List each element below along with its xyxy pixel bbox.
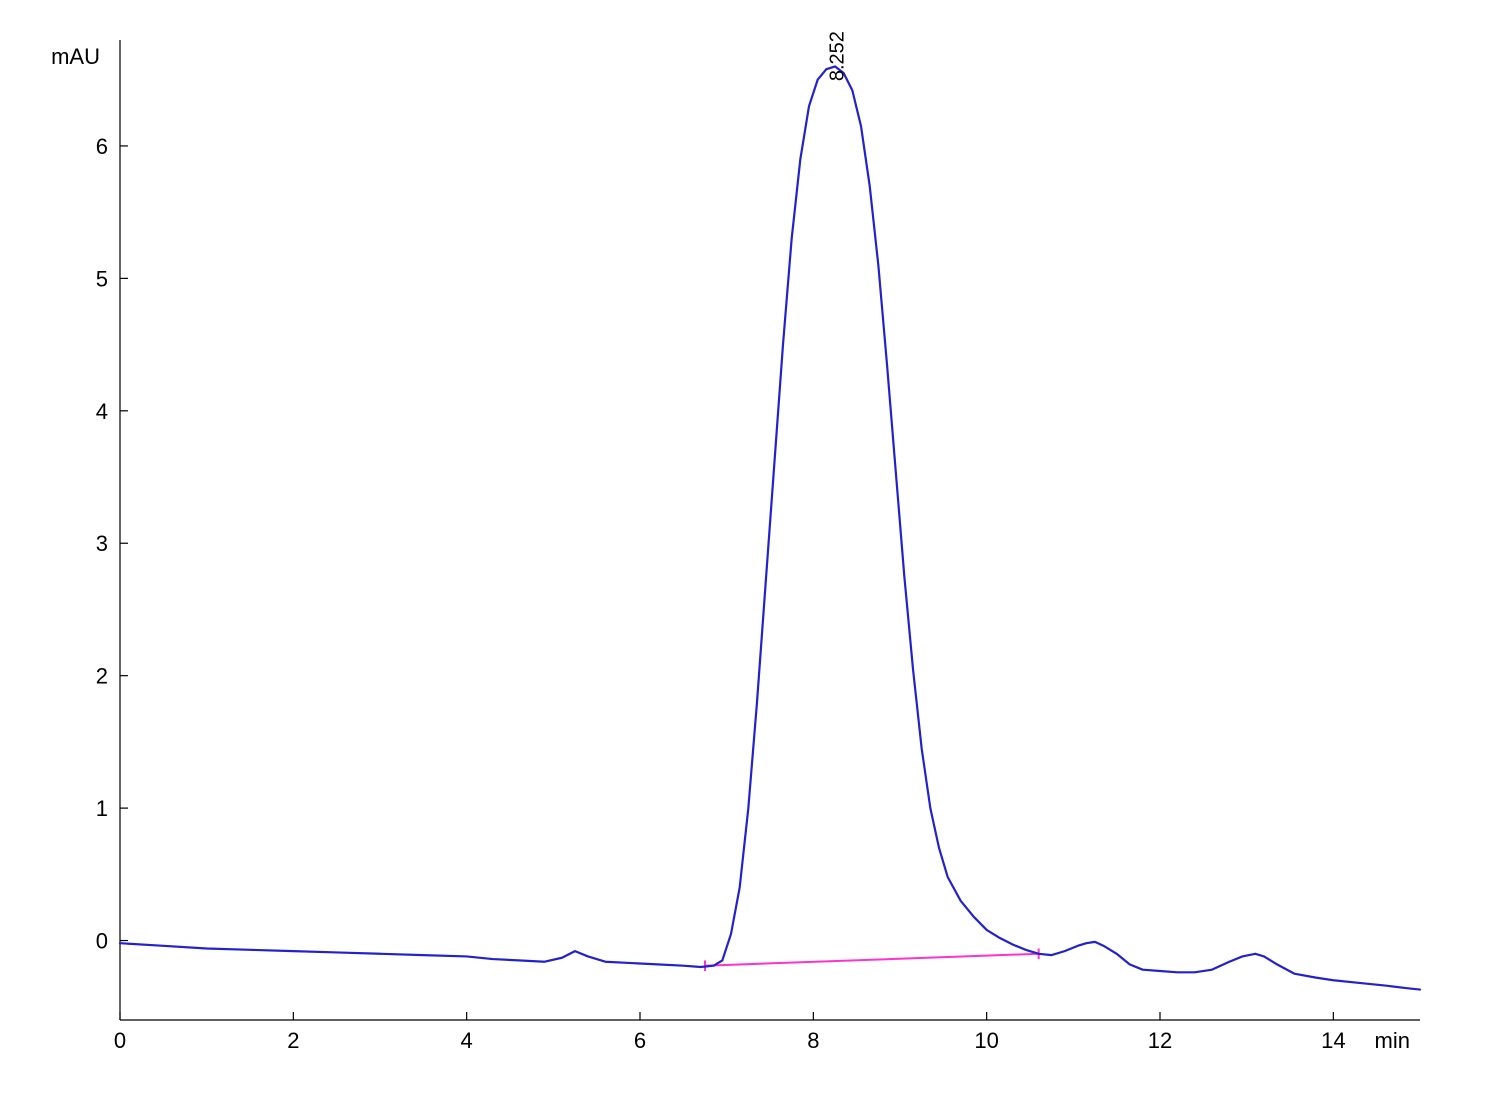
y-tick-label: 2	[96, 664, 108, 689]
x-tick-label: 10	[974, 1028, 998, 1053]
chromatogram-svg: 02468101214min0123456mAU8.252	[0, 0, 1500, 1100]
x-tick-label: 12	[1148, 1028, 1172, 1053]
x-tick-label: 0	[114, 1028, 126, 1053]
x-tick-label: 6	[634, 1028, 646, 1053]
x-axis-label: min	[1375, 1028, 1410, 1053]
chromatogram-chart: 02468101214min0123456mAU8.252	[0, 0, 1500, 1100]
x-tick-label: 2	[287, 1028, 299, 1053]
x-tick-label: 8	[807, 1028, 819, 1053]
y-tick-label: 4	[96, 399, 108, 424]
y-axis-label: mAU	[51, 44, 100, 69]
x-tick-label: 14	[1321, 1028, 1345, 1053]
peak-label: 8.252	[827, 31, 849, 81]
y-tick-label: 6	[96, 134, 108, 159]
y-tick-label: 1	[96, 796, 108, 821]
y-tick-label: 0	[96, 929, 108, 954]
y-tick-label: 3	[96, 531, 108, 556]
y-tick-label: 5	[96, 266, 108, 291]
x-tick-label: 4	[461, 1028, 473, 1053]
